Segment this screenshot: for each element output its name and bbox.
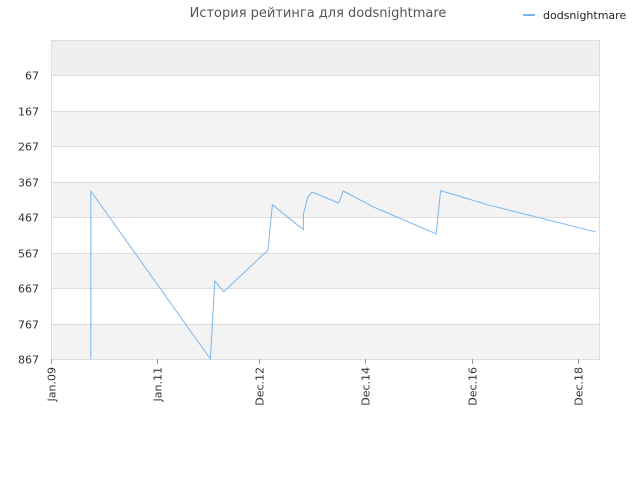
y-tick-label: 367 — [18, 177, 39, 190]
plot-band — [51, 323, 600, 359]
plot-band — [51, 217, 600, 253]
plot-band — [51, 181, 600, 218]
plot-bands — [51, 40, 600, 359]
x-tick-label: Dec.16 — [467, 367, 480, 406]
x-tick-label: Jan.11 — [152, 367, 165, 402]
y-tick-label: 67 — [25, 70, 39, 83]
y-tick-label: 467 — [18, 212, 39, 225]
y-tick-label: 867 — [18, 354, 39, 367]
plot-band — [51, 40, 600, 76]
legend-label: dodsnightmare — [543, 9, 626, 22]
y-tick-label: 767 — [18, 319, 39, 332]
x-tick-label: Dec.14 — [360, 367, 373, 406]
y-axis-ticks: 67 167 267 367 467 567 667 767 867 — [18, 70, 39, 367]
y-tick-label: 167 — [18, 106, 39, 119]
plot-band — [51, 110, 600, 147]
chart-title: История рейтинга для dodsnightmare — [190, 6, 447, 21]
x-axis-ticks: Jan.09 Jan.11 Dec.12 Dec.14 Dec.16 Dec.18 — [46, 359, 586, 406]
x-tick-label: Dec.18 — [573, 367, 586, 406]
x-tick-label: Dec.12 — [254, 367, 267, 406]
y-tick-label: 667 — [18, 283, 39, 296]
plot-band — [51, 288, 600, 324]
legend[interactable]: dodsnightmare — [523, 9, 626, 22]
grid-lines — [51, 40, 600, 360]
plot-band — [51, 75, 600, 111]
y-tick-label: 267 — [18, 141, 39, 154]
series-line-dodsnightmare — [90, 190, 596, 360]
x-tick-label: Jan.09 — [46, 367, 59, 402]
y-tick-label: 567 — [18, 248, 39, 261]
plot-band — [51, 252, 600, 289]
plot-band — [51, 146, 600, 182]
